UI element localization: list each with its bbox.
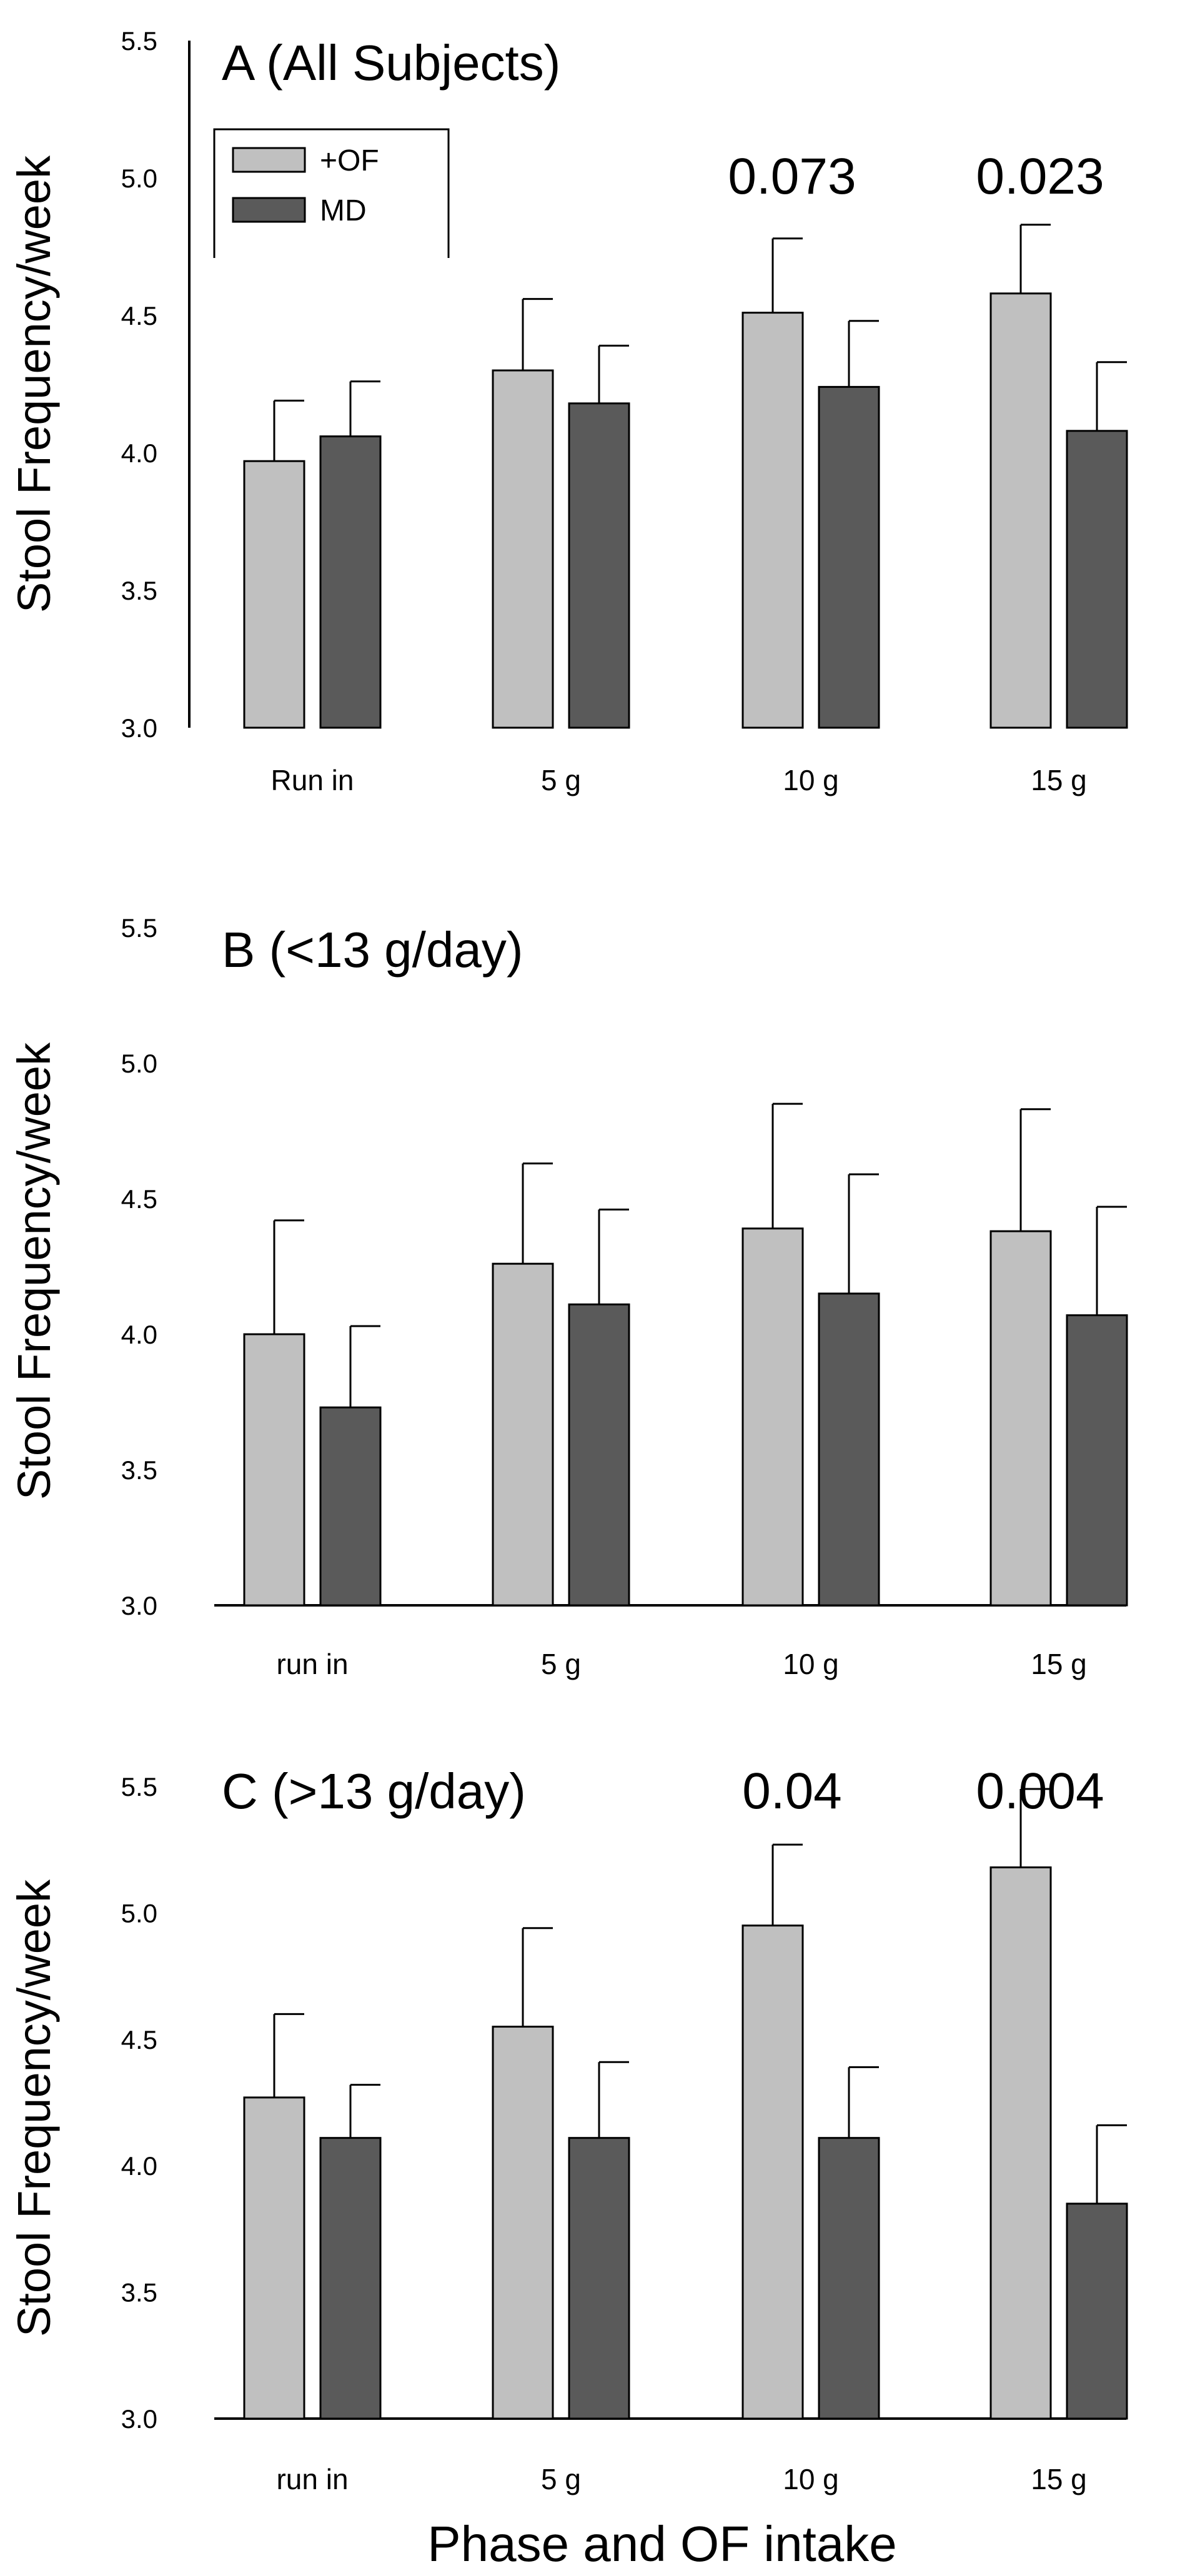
panel-a-y-tick-label: 3.5 xyxy=(121,576,157,605)
legend-label-md: MD xyxy=(320,194,367,227)
panel-a-y-tick-label: 5.0 xyxy=(121,164,157,193)
panel-a-bar-md xyxy=(319,435,382,729)
panel-a-category-label: Run in xyxy=(271,764,354,796)
panel-a-y-label: Stool Frequency/week xyxy=(8,155,60,613)
panel-b-category-label: 10 g xyxy=(783,1648,839,1680)
panel-b-bar-of xyxy=(243,1333,305,1607)
panel-c-category-label: 10 g xyxy=(783,2463,839,2495)
panel-a-bar-of xyxy=(741,312,804,729)
panel-c-bar-md xyxy=(818,2137,880,2420)
panel-c-bar-of xyxy=(243,2096,305,2420)
panel-b-chart: 3.0 3.5 4.0 4.5 5.0 5.5 run in 5 g 10 g 15 g B (<… xyxy=(8,913,1128,1680)
legend-frame xyxy=(213,128,450,258)
panel-c-bar-md xyxy=(1066,2202,1128,2420)
panel-c-bar-of xyxy=(989,1866,1052,2420)
panel-c-y-label: Stool Frequency/week xyxy=(8,1879,60,2337)
panel-b-y-tick-label: 3.5 xyxy=(121,1455,157,1485)
panel-b-y-tick-label: 4.0 xyxy=(121,1320,157,1349)
panel-a-p-value-annotation: 0.023 xyxy=(976,148,1104,205)
panel-c-category-label: 5 g xyxy=(541,2463,581,2495)
panel-c-bar-md xyxy=(568,2137,630,2420)
legend-swatch-md xyxy=(232,197,306,223)
panel-b-y-tick-label: 5.0 xyxy=(121,1049,157,1078)
panel-b-bar-of xyxy=(989,1230,1052,1607)
panel-a-category-label: 5 g xyxy=(541,764,581,796)
panel-b-bar-md xyxy=(818,1292,880,1607)
panel-c-y-tick-label: 3.5 xyxy=(121,2278,157,2307)
panel-a-bar-of xyxy=(989,292,1052,729)
panel-a-bar-md xyxy=(818,385,880,729)
panel-b-y-tick-label: 4.5 xyxy=(121,1184,157,1214)
panel-c-y-tick-label: 5.5 xyxy=(121,1772,157,1801)
panel-b-category-label: 5 g xyxy=(541,1648,581,1680)
panel-b-bar-of xyxy=(492,1262,554,1607)
panel-a-p-value-annotation: 0.073 xyxy=(728,148,856,205)
panel-c-title: C (>13 g/day) xyxy=(222,1763,526,1819)
x-axis-label: Phase and OF intake xyxy=(427,2516,897,2572)
panel-a-bar-of xyxy=(492,369,554,729)
panel-c-bar-of xyxy=(741,1925,804,2420)
panel-c-bar-md xyxy=(319,2137,382,2420)
panel-a-y-tick-label: 3.0 xyxy=(121,713,157,743)
panel-a-category-label: 15 g xyxy=(1031,764,1087,796)
panel-a-y-tick-label: 4.0 xyxy=(121,438,157,468)
panel-b-bar-of xyxy=(741,1227,804,1607)
panel-a-category-label: 10 g xyxy=(783,764,839,796)
panel-a-bar-of xyxy=(243,460,305,729)
legend-label-of: +OF xyxy=(320,144,379,177)
panel-b-title: B (<13 g/day) xyxy=(222,922,523,978)
legend-swatch-of xyxy=(232,147,306,173)
panel-c-p-value-annotation: 0.004 xyxy=(976,1763,1104,1820)
panel-a-legend: +OF MD xyxy=(213,128,450,258)
panel-b-y-tick-label: 5.5 xyxy=(121,913,157,943)
panel-c-chart: 3.0 3.5 4.0 4.5 5.0 5.5 run in 5 g 10 g 15 g 0.04… xyxy=(8,1763,1128,2572)
panel-b-bar-md xyxy=(568,1303,630,1607)
panel-c-y-tick-label: 4.0 xyxy=(121,2151,157,2181)
panel-a-y-tick-label: 4.5 xyxy=(121,301,157,330)
panel-c-y-tick-label: 5.0 xyxy=(121,1898,157,1928)
panel-a-bar-md xyxy=(1066,430,1128,729)
panel-b-category-label: run in xyxy=(276,1648,348,1680)
panel-b-y-tick-label: 3.0 xyxy=(121,1591,157,1620)
panel-c-y-tick-label: 3.0 xyxy=(121,2404,157,2434)
panel-b-bar-md xyxy=(1066,1314,1128,1607)
panel-a-bar-md xyxy=(568,402,630,729)
panel-c-bar-of xyxy=(492,2026,554,2420)
panel-b-y-label: Stool Frequency/week xyxy=(8,1042,60,1500)
panel-b-category-label: 15 g xyxy=(1031,1648,1087,1680)
panel-c-category-label: 15 g xyxy=(1031,2463,1087,2495)
panel-c-y-tick-label: 4.5 xyxy=(121,2025,157,2054)
panel-c-category-label: run in xyxy=(276,2463,348,2495)
panel-a-chart: 3.0 3.5 4.0 4.5 5.0 5.5 Run in 5 g 10 g 15 g 0.07… xyxy=(8,26,1128,796)
panel-c-p-value-annotation: 0.04 xyxy=(742,1763,842,1820)
panel-b-bar-md xyxy=(319,1406,382,1607)
panel-a-y-tick-label: 5.5 xyxy=(121,26,157,56)
panel-a-title: A (All Subjects) xyxy=(222,35,560,91)
